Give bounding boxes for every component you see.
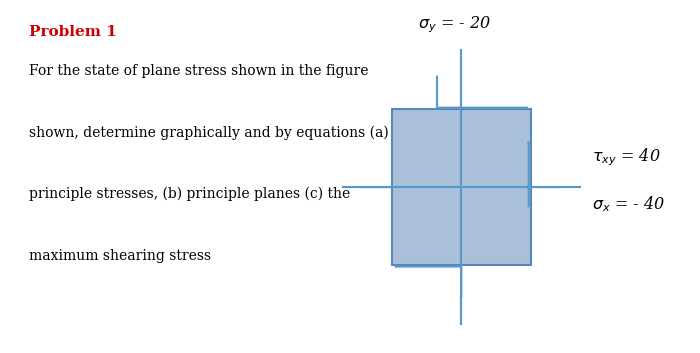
Text: shown, determine graphically and by equations (a): shown, determine graphically and by equa… — [29, 125, 389, 140]
Text: $\sigma_x$ = - 40: $\sigma_x$ = - 40 — [592, 194, 665, 214]
Text: For the state of plane stress shown in the figure: For the state of plane stress shown in t… — [29, 64, 369, 78]
Text: $\tau_{xy}$ = 40: $\tau_{xy}$ = 40 — [592, 147, 661, 168]
Text: principle stresses, (b) principle planes (c) the: principle stresses, (b) principle planes… — [29, 187, 351, 202]
Bar — [392, 109, 531, 265]
Text: Problem 1: Problem 1 — [29, 25, 117, 39]
Text: maximum shearing stress: maximum shearing stress — [29, 249, 211, 263]
Text: $\sigma_y$ = - 20: $\sigma_y$ = - 20 — [418, 15, 491, 35]
